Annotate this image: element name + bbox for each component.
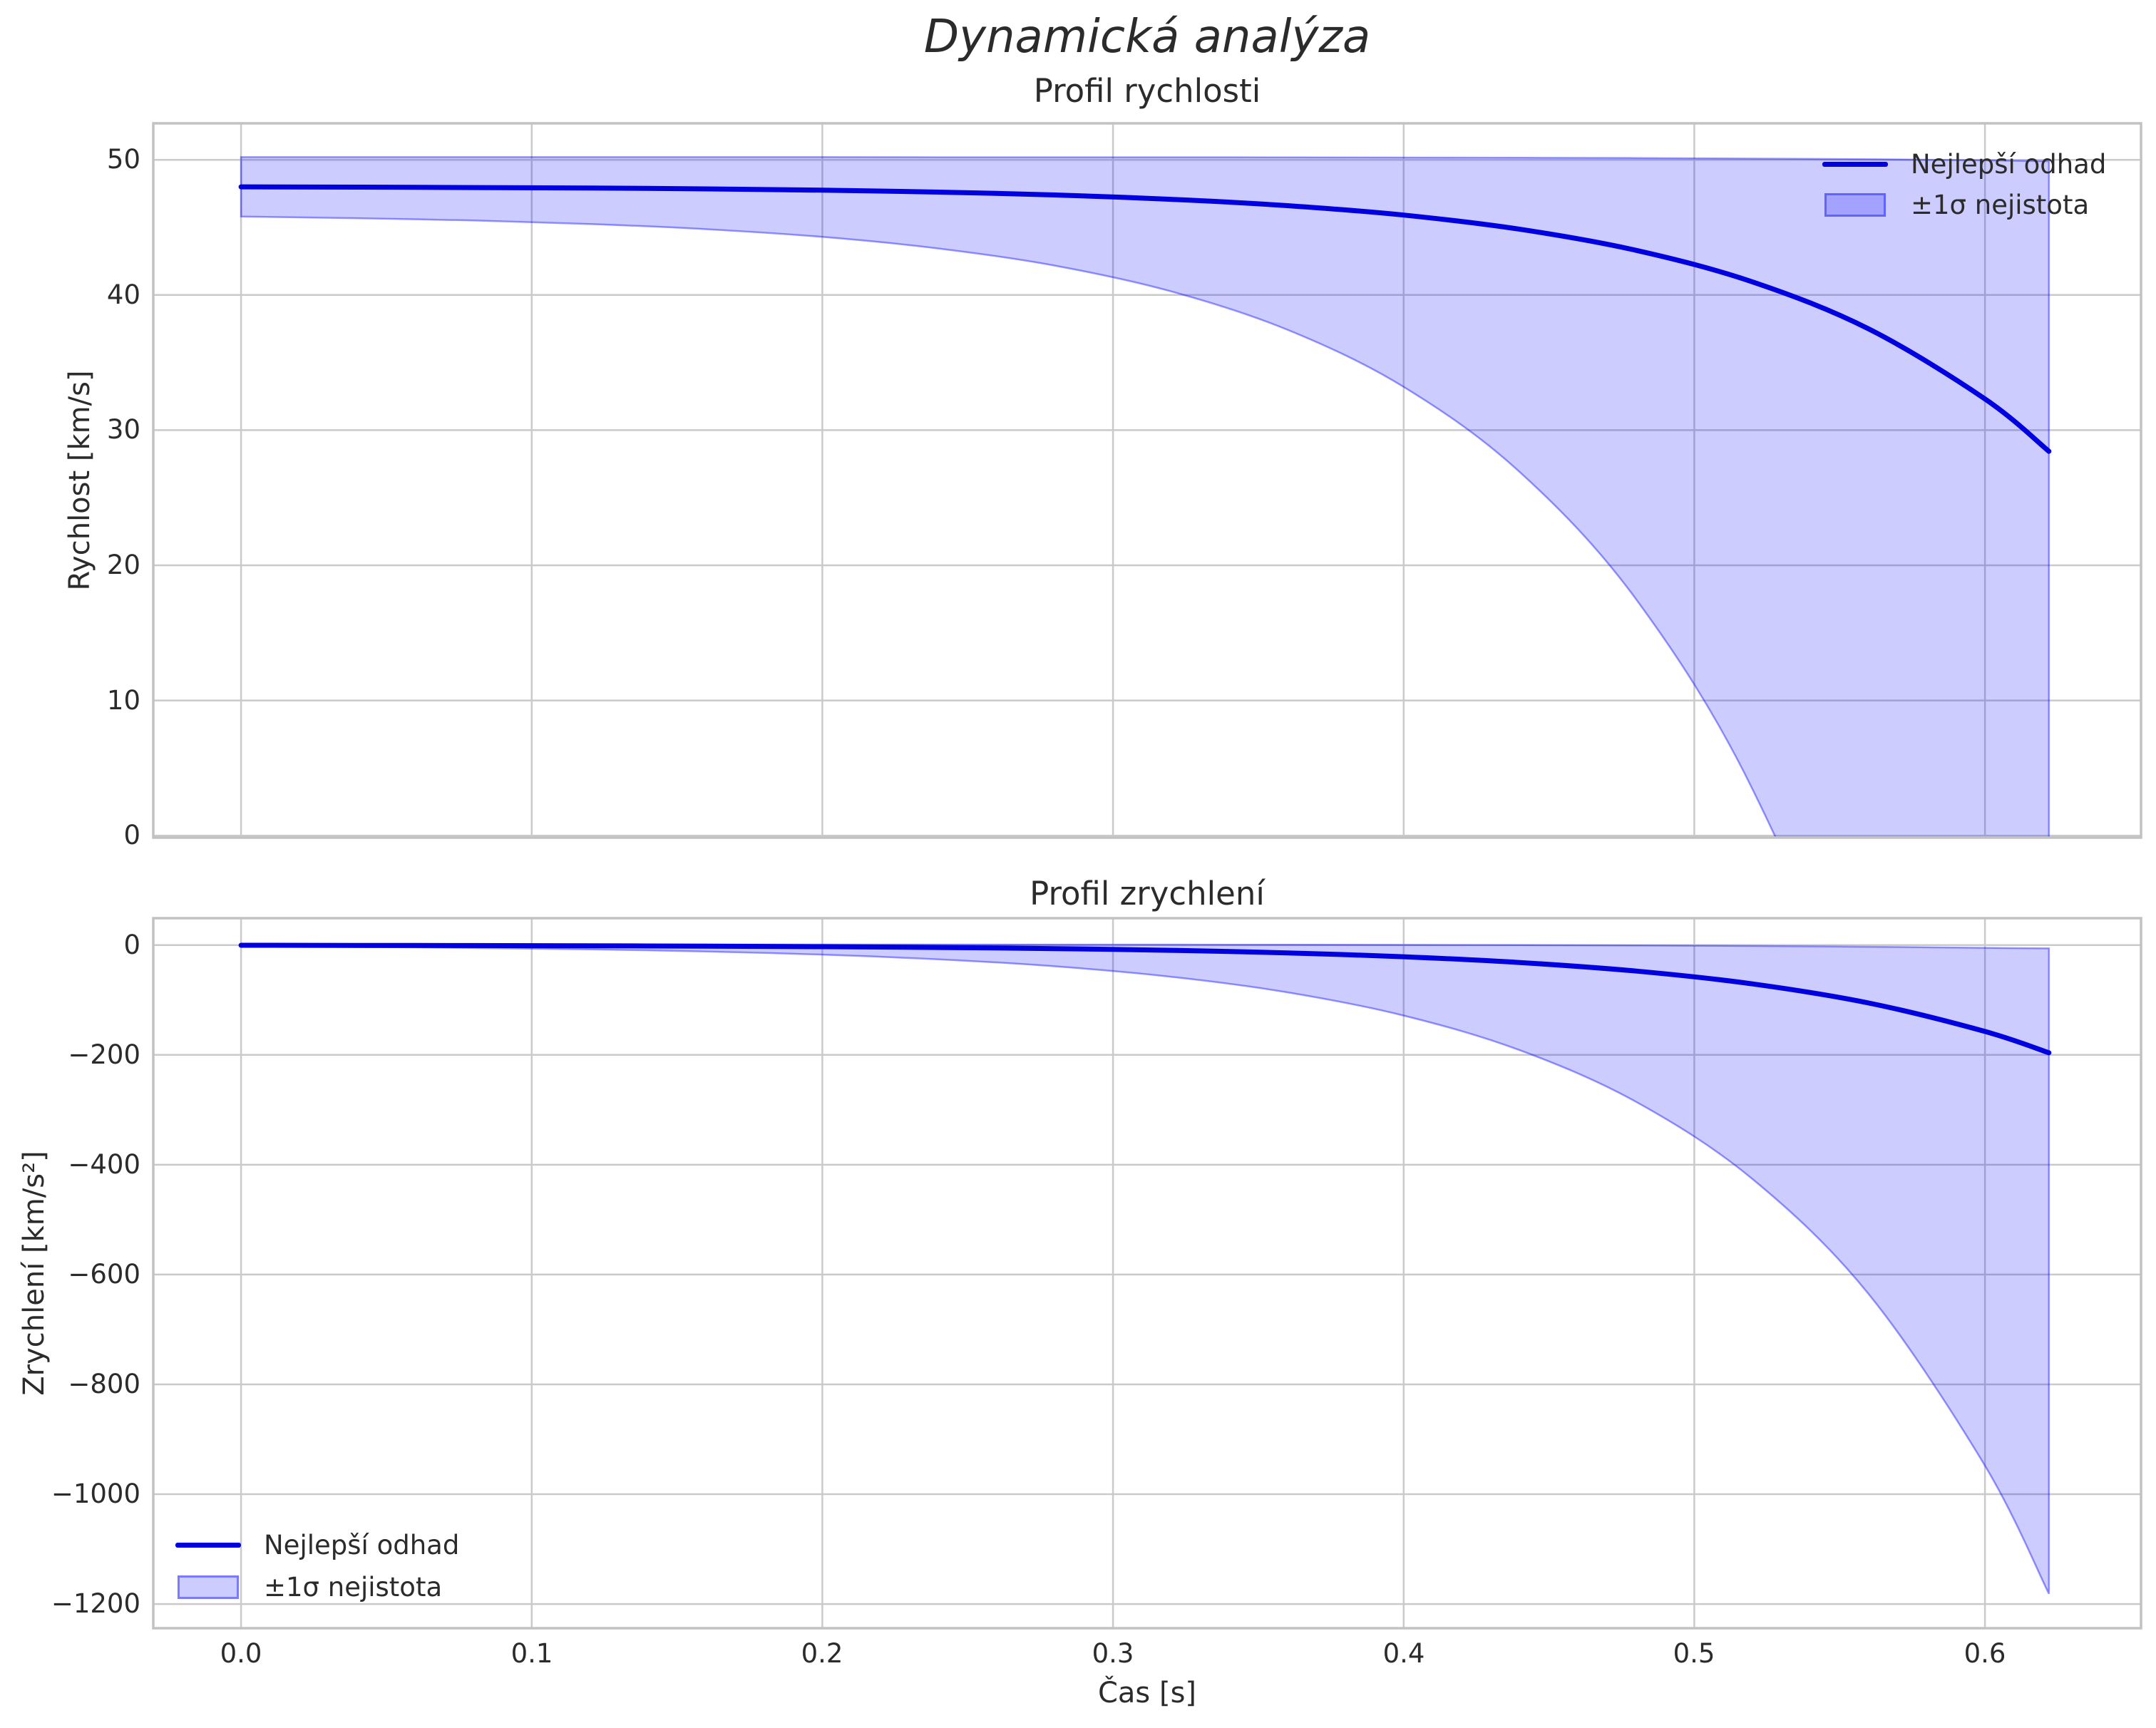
legend-patch-swatch — [175, 1575, 241, 1599]
best-estimate-line-sample — [1822, 162, 1888, 167]
axes-spines — [152, 917, 2142, 1630]
y-tick-label: 0 — [123, 930, 140, 960]
axes-spines — [152, 122, 2142, 839]
x-tick-label: 0.1 — [510, 1638, 553, 1669]
legend-row-uncertainty: ±1σ nejistota — [175, 1566, 459, 1608]
x-tick-label: 0.3 — [1092, 1638, 1134, 1669]
legend-patch-swatch — [1822, 193, 1888, 217]
x-tick-label: 0.2 — [801, 1638, 843, 1669]
x-tick-label: 0.6 — [1963, 1638, 2006, 1669]
y-tick-label: 20 — [106, 550, 140, 580]
acceleration-legend: Nejlepší odhad ±1σ nejistota — [175, 1524, 459, 1608]
velocity-uncertainty-band — [240, 156, 2050, 838]
x-tick-label: 0.5 — [1673, 1638, 1715, 1669]
legend-line-swatch — [175, 1543, 241, 1548]
y-tick-label: 40 — [106, 279, 140, 310]
y-tick-label: −600 — [68, 1259, 140, 1290]
y-tick-label: 50 — [106, 144, 140, 175]
x-axis-label: Čas [s] — [1097, 1677, 1197, 1709]
uncertainty-band-sample — [1824, 193, 1886, 217]
y-tick-label: 30 — [106, 414, 140, 445]
velocity-chart-title: Profil rychlosti — [1033, 72, 1261, 110]
figure-title: Dynamická analýza — [923, 11, 1371, 63]
legend-label-best-estimate: Nejlepší odhad — [264, 1530, 460, 1560]
acceleration-best-estimate-line — [238, 942, 2052, 1056]
legend-label-uncertainty: ±1σ nejistota — [264, 1572, 443, 1603]
acceleration-uncertainty-band — [240, 943, 2050, 1595]
acceleration-chart-title: Profil zrychlení — [1030, 875, 1265, 912]
legend-row-uncertainty: ±1σ nejistota — [1822, 185, 2106, 225]
legend-row-best-estimate: Nejlepší odhad — [175, 1524, 459, 1566]
legend-row-best-estimate: Nejlepší odhad — [1822, 144, 2106, 185]
uncertainty-band-sample — [178, 1575, 239, 1599]
y-tick-label: −1000 — [51, 1478, 140, 1509]
legend-label-uncertainty: ±1σ nejistota — [1911, 190, 2090, 220]
best-estimate-line-sample — [175, 1543, 241, 1548]
y-tick-label: −400 — [68, 1149, 140, 1180]
y-tick-label: −1200 — [51, 1588, 140, 1619]
y-tick-label: −200 — [68, 1039, 140, 1070]
x-tick-label: 0.4 — [1382, 1638, 1425, 1669]
x-tick-label: 0.0 — [220, 1638, 262, 1669]
y-tick-label: 10 — [106, 685, 140, 716]
y-tick-label: 0 — [123, 820, 140, 850]
legend-line-swatch — [1822, 162, 1888, 167]
velocity-best-estimate-line — [238, 184, 2052, 454]
velocity-legend: Nejlepší odhad ±1σ nejistota — [1822, 144, 2106, 225]
legend-label-best-estimate: Nejlepší odhad — [1911, 149, 2107, 180]
y-tick-label: −800 — [68, 1369, 140, 1399]
